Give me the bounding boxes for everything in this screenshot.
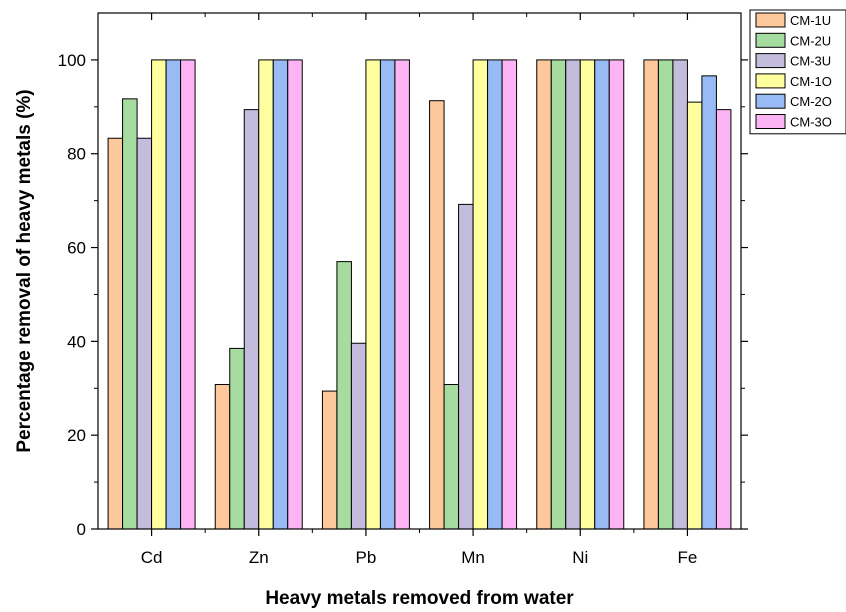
- bar-cm-3o-ni: [608, 59, 625, 530]
- legend-swatch-cm-1u: [755, 12, 786, 28]
- bar-cm-1u-ni: [536, 59, 552, 530]
- legend-swatch-cm-3u: [755, 53, 786, 69]
- bar-cm-2u-mn: [443, 384, 460, 530]
- bar-cm-2u-ni: [550, 59, 567, 530]
- bars-layer: [107, 59, 732, 530]
- x-tick-label-fe: Fe: [677, 548, 697, 567]
- y-tick-label-0: 0: [77, 520, 86, 539]
- bar-cm-1o-pb: [365, 59, 381, 530]
- axes-layer: Cd Zn Pb Mn Ni Fe 0 20 40 60 80 100: [58, 13, 748, 567]
- bar-cm-3o-pb: [394, 59, 410, 530]
- legend-swatch-cm-1o: [755, 73, 786, 89]
- y-tick-label-60: 60: [67, 239, 86, 258]
- bar-cm-1o-ni: [579, 59, 596, 530]
- bar-cm-2o-fe: [701, 75, 717, 530]
- x-axis-title: Heavy metals removed from water: [265, 588, 574, 609]
- x-tick-label-cd: Cd: [141, 548, 163, 567]
- legend-swatch-cm-3o: [755, 114, 786, 129]
- bar-cm-3u-mn: [458, 203, 474, 530]
- bar-cm-3u-fe: [672, 59, 688, 530]
- bar-cm-3o-fe: [715, 109, 732, 530]
- legend-box: [749, 9, 846, 135]
- y-axis-title: Percentage removal of heavy metals (%): [14, 89, 35, 452]
- legend-label-cm-2u: CM-2U: [790, 33, 831, 48]
- bar-cm-3o-mn: [501, 59, 518, 530]
- bar-cm-1u-zn: [214, 384, 231, 530]
- bar-cm-1o-zn: [258, 59, 274, 530]
- bar-cm-3u-cd: [136, 137, 153, 530]
- legend-swatch-cm-2u: [755, 32, 786, 48]
- bar-cm-3u-zn: [243, 109, 260, 530]
- x-tick-label-mn: Mn: [461, 548, 485, 567]
- bar-cm-3o-cd: [180, 59, 196, 530]
- x-tick-label-pb: Pb: [356, 548, 377, 567]
- bar-cm-3u-pb: [350, 342, 367, 530]
- legend-swatch-cm-2o: [755, 93, 786, 109]
- bar-cm-2u-pb: [336, 261, 352, 530]
- bar-cm-2o-cd: [165, 59, 182, 530]
- legend: CM-1U CM-2U CM-3U CM-1O CM-2O CM-3O: [749, 9, 846, 135]
- bar-cm-1u-pb: [321, 390, 338, 530]
- legend-label-cm-1o: CM-1O: [790, 74, 832, 89]
- bar-cm-1o-cd: [151, 59, 167, 530]
- bar-cm-2o-pb: [379, 59, 396, 530]
- bar-cm-2u-cd: [122, 98, 138, 530]
- legend-label-cm-2o: CM-2O: [790, 94, 832, 109]
- bar-cm-1o-fe: [686, 101, 703, 530]
- legend-label-cm-1u: CM-1U: [790, 13, 831, 28]
- bar-cm-2u-zn: [229, 347, 245, 530]
- bar-cm-1o-mn: [472, 59, 489, 530]
- bar-cm-3o-zn: [287, 59, 303, 530]
- y-tick-label-80: 80: [67, 145, 86, 164]
- x-tick-label-zn: Zn: [249, 548, 269, 567]
- y-tick-label-100: 100: [58, 51, 86, 70]
- bar-cm-3u-ni: [565, 59, 581, 530]
- bar-cm-2o-zn: [272, 59, 289, 530]
- x-tick-label-ni: Ni: [572, 548, 588, 567]
- legend-label-cm-3u: CM-3U: [790, 54, 831, 69]
- y-tick-label-40: 40: [67, 332, 86, 351]
- legend-label-cm-3o: CM-3O: [790, 115, 832, 130]
- bar-cm-2o-mn: [487, 59, 503, 530]
- bar-cm-1u-cd: [107, 137, 124, 530]
- y-tick-label-20: 20: [67, 426, 86, 445]
- bar-cm-2o-ni: [594, 59, 610, 530]
- bar-cm-1u-mn: [429, 100, 445, 530]
- bar-cm-2u-fe: [657, 59, 674, 530]
- bar-cm-1u-fe: [643, 59, 659, 530]
